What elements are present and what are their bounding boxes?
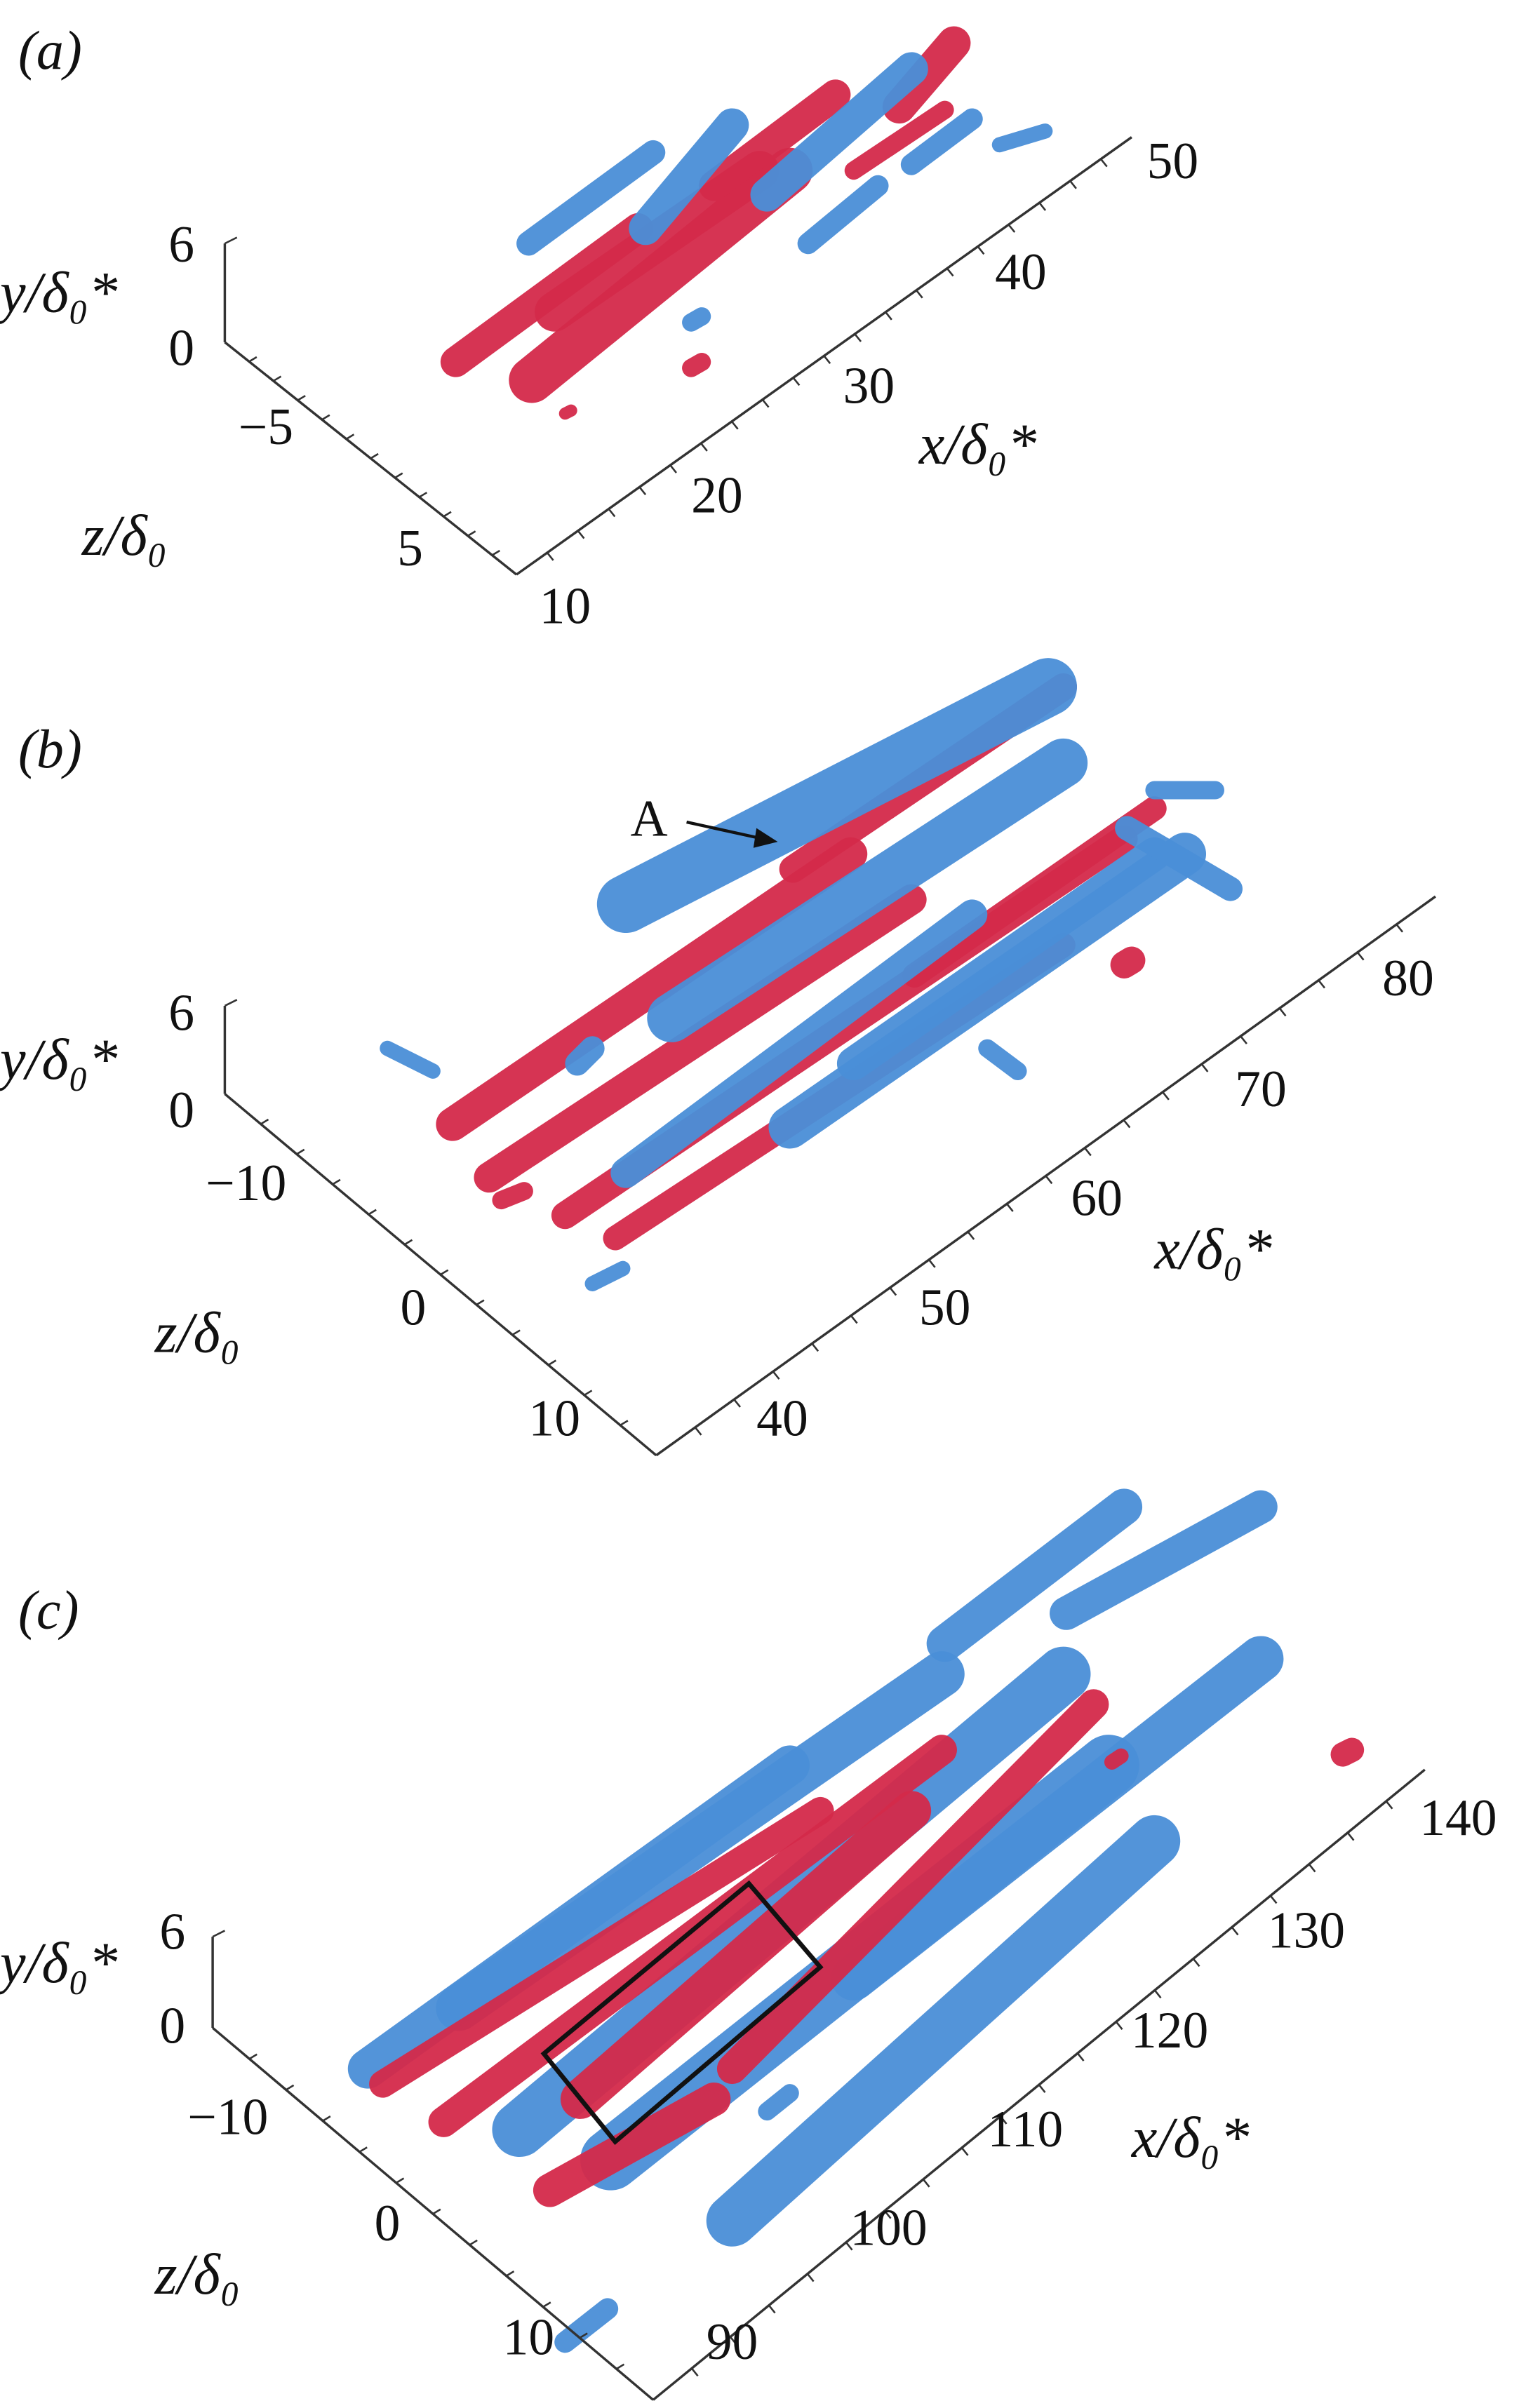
- z-tick-label: 10: [528, 1390, 580, 1447]
- positive-structure: [560, 1791, 932, 2119]
- positive-structure: [1104, 1748, 1129, 1770]
- z-axis-label: z/δ₀: [81, 504, 168, 567]
- panel-label: (a): [18, 20, 82, 81]
- panel-label: (c): [18, 1580, 79, 1641]
- x-tick-label: 10: [540, 577, 591, 634]
- x-axis-label: x/δ₀*: [1153, 1218, 1272, 1282]
- negative-structure: [565, 1036, 605, 1076]
- x-tick-label: 30: [843, 356, 895, 414]
- y-tick-label: 6: [168, 215, 194, 273]
- negative-structure: [436, 1651, 965, 2031]
- negative-structure: [831, 1636, 1284, 2001]
- negative-structure: [516, 140, 666, 256]
- x-tick-label: 70: [1235, 1060, 1287, 1117]
- panel-label: (b): [18, 719, 82, 779]
- negative-structure: [1115, 816, 1243, 901]
- negative-structure: [629, 108, 749, 245]
- x-tick-label: 50: [1147, 132, 1199, 189]
- x-tick-label: 100: [850, 2199, 927, 2256]
- annotation-label: A: [630, 789, 667, 847]
- negative-structure: [1050, 1490, 1278, 1630]
- x-tick-label: 50: [919, 1279, 971, 1336]
- y-axis-label: y/δ₀*: [0, 1028, 118, 1091]
- x-tick-label: 140: [1419, 1789, 1497, 1846]
- x-axis-label: x/δ₀*: [918, 412, 1037, 476]
- negative-structure: [750, 52, 928, 212]
- z-tick-label: 10: [503, 2308, 555, 2365]
- highlight-box: [540, 1880, 824, 2146]
- x-tick-label: 60: [1071, 1169, 1123, 1227]
- negative-structure: [706, 1815, 1181, 2247]
- x-tick-label: 40: [756, 1390, 808, 1447]
- y-tick-label: 0: [168, 1081, 194, 1138]
- negative-structure: [647, 738, 1088, 1042]
- x-tick-label: 20: [691, 466, 743, 523]
- labels: (a)60y/δ₀*−55z/δ₀1020304050x/δ₀*(b)60y/δ…: [0, 20, 1497, 2370]
- z-axis-label: z/δ₀: [154, 2242, 241, 2306]
- negative-structure: [610, 899, 988, 1188]
- negative-structure: [682, 307, 711, 332]
- arrowhead-icon: [753, 828, 778, 848]
- x-tick-label: 80: [1382, 949, 1434, 1007]
- y-tick-label: 0: [159, 1997, 185, 2054]
- negative-structure: [380, 1040, 441, 1079]
- positive-structure: [558, 404, 577, 420]
- z-tick-label: −5: [239, 398, 293, 455]
- negative-structure: [978, 1039, 1027, 1081]
- y-tick-label: 6: [168, 984, 194, 1042]
- positive-structure: [492, 1182, 533, 1210]
- negative-structure: [836, 837, 1172, 1081]
- negative-structure: [584, 1260, 631, 1291]
- isosurfaces: [347, 26, 1365, 2353]
- positive-structure: [844, 100, 954, 180]
- z-tick-label: −10: [206, 1154, 286, 1211]
- z-tick-label: 0: [400, 1279, 426, 1336]
- x-tick-label: 40: [995, 243, 1047, 300]
- z-tick-label: 0: [375, 2194, 401, 2252]
- annotation-arrow: [686, 820, 763, 840]
- negative-structure: [758, 2084, 799, 2121]
- positive-structure: [474, 884, 927, 1193]
- x-tick-label: 90: [707, 2313, 758, 2370]
- y-tick-label: 6: [159, 1902, 185, 1960]
- negative-structure: [596, 658, 1077, 934]
- x-tick-label: 110: [988, 2100, 1064, 2158]
- positive-structure: [533, 2082, 731, 2207]
- negative-structure: [991, 123, 1053, 153]
- positive-structure: [509, 147, 813, 403]
- z-tick-label: −10: [187, 2088, 268, 2146]
- positive-structure: [716, 1689, 1109, 2085]
- positive-structure: [369, 1796, 834, 2098]
- axes: [211, 136, 1436, 2401]
- negative-structure: [797, 175, 889, 255]
- negative-structure: [926, 1488, 1143, 1662]
- positive-structure: [1110, 946, 1146, 978]
- y-tick-label: 0: [168, 318, 194, 376]
- x-tick-label: 120: [1131, 2001, 1208, 2059]
- z-axis-label: z/δ₀: [154, 1301, 241, 1365]
- negative-structure: [554, 2298, 619, 2353]
- x-tick-label: 130: [1268, 1901, 1345, 1958]
- positive-structure: [436, 837, 868, 1141]
- positive-structure: [428, 1735, 957, 2137]
- z-tick-label: 5: [397, 519, 423, 577]
- positive-structure: [1330, 1737, 1365, 1767]
- y-axis-label: y/δ₀*: [0, 1931, 118, 1995]
- z-axis: [224, 1093, 657, 1457]
- negative-structure: [900, 108, 983, 175]
- positive-structure: [682, 353, 711, 377]
- positive-structure: [698, 79, 851, 201]
- x-axis-label: x/δ₀*: [1131, 2106, 1250, 2170]
- positive-structure: [902, 796, 1167, 988]
- y-axis-label: y/δ₀*: [0, 261, 118, 325]
